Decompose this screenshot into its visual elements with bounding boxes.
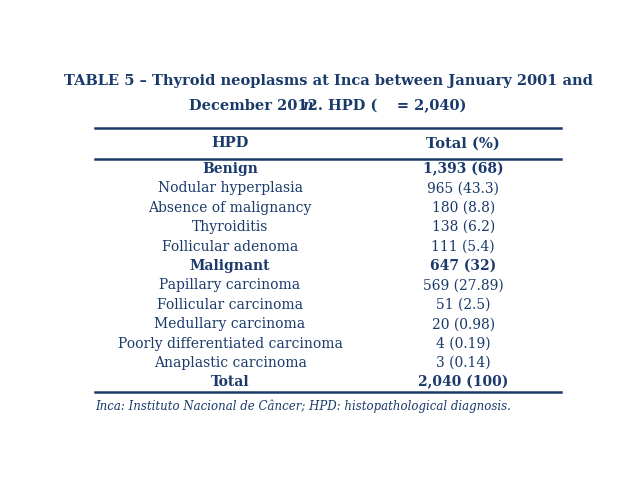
Text: 569 (27.89): 569 (27.89) [423,278,504,292]
Text: 647 (32): 647 (32) [430,259,496,273]
Text: TABLE 5 – Thyroid neoplasms at Inca between January 2001 and: TABLE 5 – Thyroid neoplasms at Inca betw… [63,74,593,88]
Text: Total (%): Total (%) [426,136,500,150]
Text: Papillary carcinoma: Papillary carcinoma [159,278,301,292]
Text: 965 (43.3): 965 (43.3) [427,181,499,195]
Text: Follicular adenoma: Follicular adenoma [162,240,298,253]
Text: HPD: HPD [211,136,249,150]
Text: Absence of malignancy: Absence of malignancy [148,201,312,215]
Text: Malignant: Malignant [190,259,270,273]
Text: Benign: Benign [202,162,258,176]
Text: Medullary carcinoma: Medullary carcinoma [154,317,306,331]
Text: Poorly differentiated carcinoma: Poorly differentiated carcinoma [118,336,342,350]
Text: Anaplastic carcinoma: Anaplastic carcinoma [154,356,307,370]
Text: 180 (8.8): 180 (8.8) [431,201,495,215]
Text: 51 (2.5): 51 (2.5) [436,298,490,312]
Text: 138 (6.2): 138 (6.2) [431,220,495,234]
Text: 2,040 (100): 2,040 (100) [418,375,508,389]
Text: 20 (0.98): 20 (0.98) [431,317,495,331]
Text: n: n [302,99,313,113]
Text: 3 (0.14): 3 (0.14) [436,356,490,370]
Text: Inca: Instituto Nacional de Câncer; HPD: histopathological diagnosis.: Inca: Instituto Nacional de Câncer; HPD:… [95,399,511,413]
Text: December 2012. HPD (      = 2,040): December 2012. HPD ( = 2,040) [189,99,467,114]
Text: 4 (0.19): 4 (0.19) [436,336,490,350]
Text: Total: Total [211,375,250,389]
Text: 111 (5.4): 111 (5.4) [431,240,495,253]
Text: 1,393 (68): 1,393 (68) [423,162,504,176]
Text: Follicular carcinoma: Follicular carcinoma [157,298,303,312]
Text: Nodular hyperplasia: Nodular hyperplasia [157,181,303,195]
Text: Thyroiditis: Thyroiditis [192,220,268,234]
